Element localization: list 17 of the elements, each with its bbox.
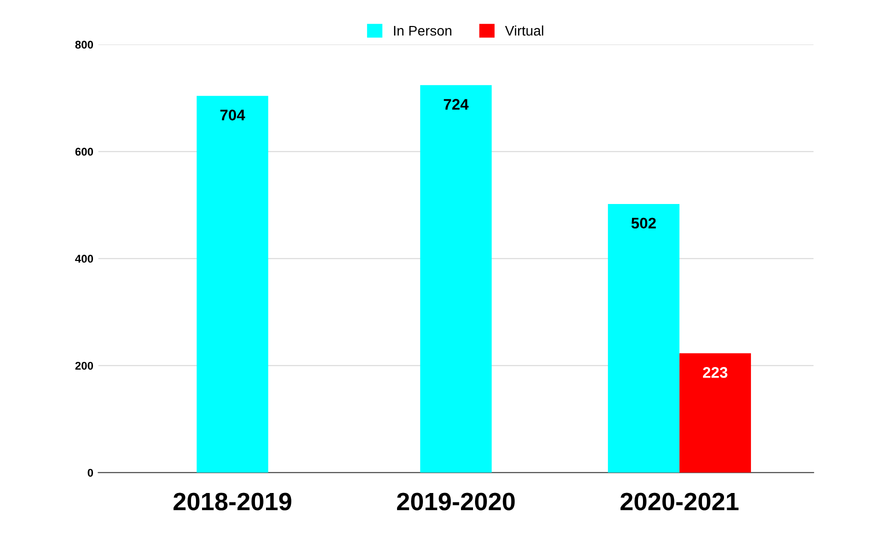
- data-label: 502: [631, 218, 656, 229]
- data-label: 704: [220, 110, 246, 120]
- y-tick-label: 0: [88, 468, 94, 477]
- data-label: 724: [444, 98, 469, 110]
- x-tick-label: 2019-2020: [397, 492, 515, 510]
- x-tick-label: 2020-2021: [620, 492, 739, 510]
- y-tick-label: 800: [75, 40, 94, 49]
- data-label: 223: [702, 367, 728, 378]
- y-tick-label: 200: [75, 362, 94, 370]
- y-tick-label: 400: [75, 254, 94, 263]
- y-tick-label: 600: [75, 148, 94, 156]
- bar: [196, 96, 268, 473]
- legend-label: Virtual: [505, 25, 544, 36]
- bar: [608, 204, 680, 473]
- bar: [679, 353, 751, 473]
- legend-label: In Person: [394, 26, 452, 36]
- x-tick-label: 2018-2019: [174, 492, 292, 510]
